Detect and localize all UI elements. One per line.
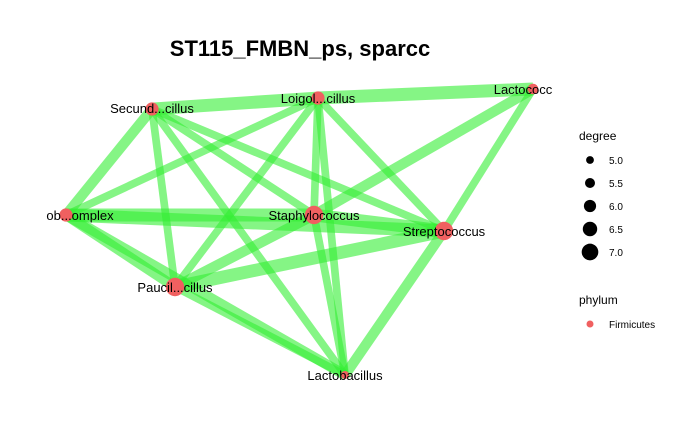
phylum-legend-items: Firmicutes [586,320,655,331]
degree-legend-label: 7.0 [609,248,623,259]
edge-staph-paucil [172,210,317,292]
edge-lactococ-strep [440,86,537,234]
node-label-loigol: Loigol...cillus [281,91,356,106]
degree-legend-label: 6.5 [609,225,623,236]
degree-legend-dot [582,221,598,237]
node-label-strep: Streptococcus [403,224,486,239]
node-lactococ [527,83,539,95]
edge-loigol-strep [315,95,447,234]
degree-legend-dot [581,243,599,261]
edge-staph-lactobac [310,214,349,376]
node-staph [304,205,324,225]
edge-secund-lactobac [148,106,349,378]
legend: degree 5.0 5.5 6.0 6.5 7.0 phylum Firmicutes [579,129,655,331]
phylum-legend-title: phylum [579,293,618,307]
edge-loigol-lactobac [314,97,349,376]
degree-legend-dot [584,177,596,189]
node-label-obcomplex: ob...omplex [46,208,114,223]
node-layer [59,83,539,379]
edge-lactococ-staph [311,84,536,220]
node-label-secund: Secund...cillus [110,101,194,116]
label-layer: Secund...cillus Loigol...cillus Lactococc o… [46,82,552,383]
edge-loigol-lactococ [317,82,534,105]
edge-strep-lactobac [340,228,449,378]
node-loigol [311,91,325,105]
node-obcomplex [59,208,73,222]
node-secund [145,102,159,116]
edge-secund-staph [149,105,317,219]
edge-secund-paucil [148,108,179,288]
phylum-legend-dot [586,320,594,328]
node-label-paucil: Paucil...cillus [137,280,213,295]
node-label-staph: Staphylococcus [268,208,360,223]
plot-title: ST115_FMBN_ps, sparcc [170,36,430,61]
degree-legend-items: 5.0 5.5 6.0 6.5 7.0 [581,156,623,261]
edge-secund-obcomplex [62,105,156,219]
node-label-lactobac: Lactobacillus [307,368,383,383]
edge-staph-strep [313,208,445,238]
node-label-lactococ: Lactococc [494,82,553,97]
degree-legend-label: 6.0 [609,202,623,213]
node-strep [434,221,454,241]
degree-legend-dot [586,156,594,164]
edge-strep-paucil [173,224,446,294]
degree-legend-dot [583,199,597,213]
edge-secund-strep [150,105,446,235]
degree-legend-label: 5.5 [609,179,623,190]
degree-legend-label: 5.0 [609,156,623,167]
node-lactobac [341,371,349,379]
phylum-legend-label: Firmicutes [609,320,655,331]
degree-legend-title: degree [579,129,617,143]
edge-layer [62,82,537,380]
edge-secund-loigol [151,91,319,116]
edge-loigol-obcomplex [64,94,320,219]
edge-loigol-paucil [171,95,322,290]
node-paucil [165,277,185,297]
edge-paucil-lactobac [173,283,347,379]
